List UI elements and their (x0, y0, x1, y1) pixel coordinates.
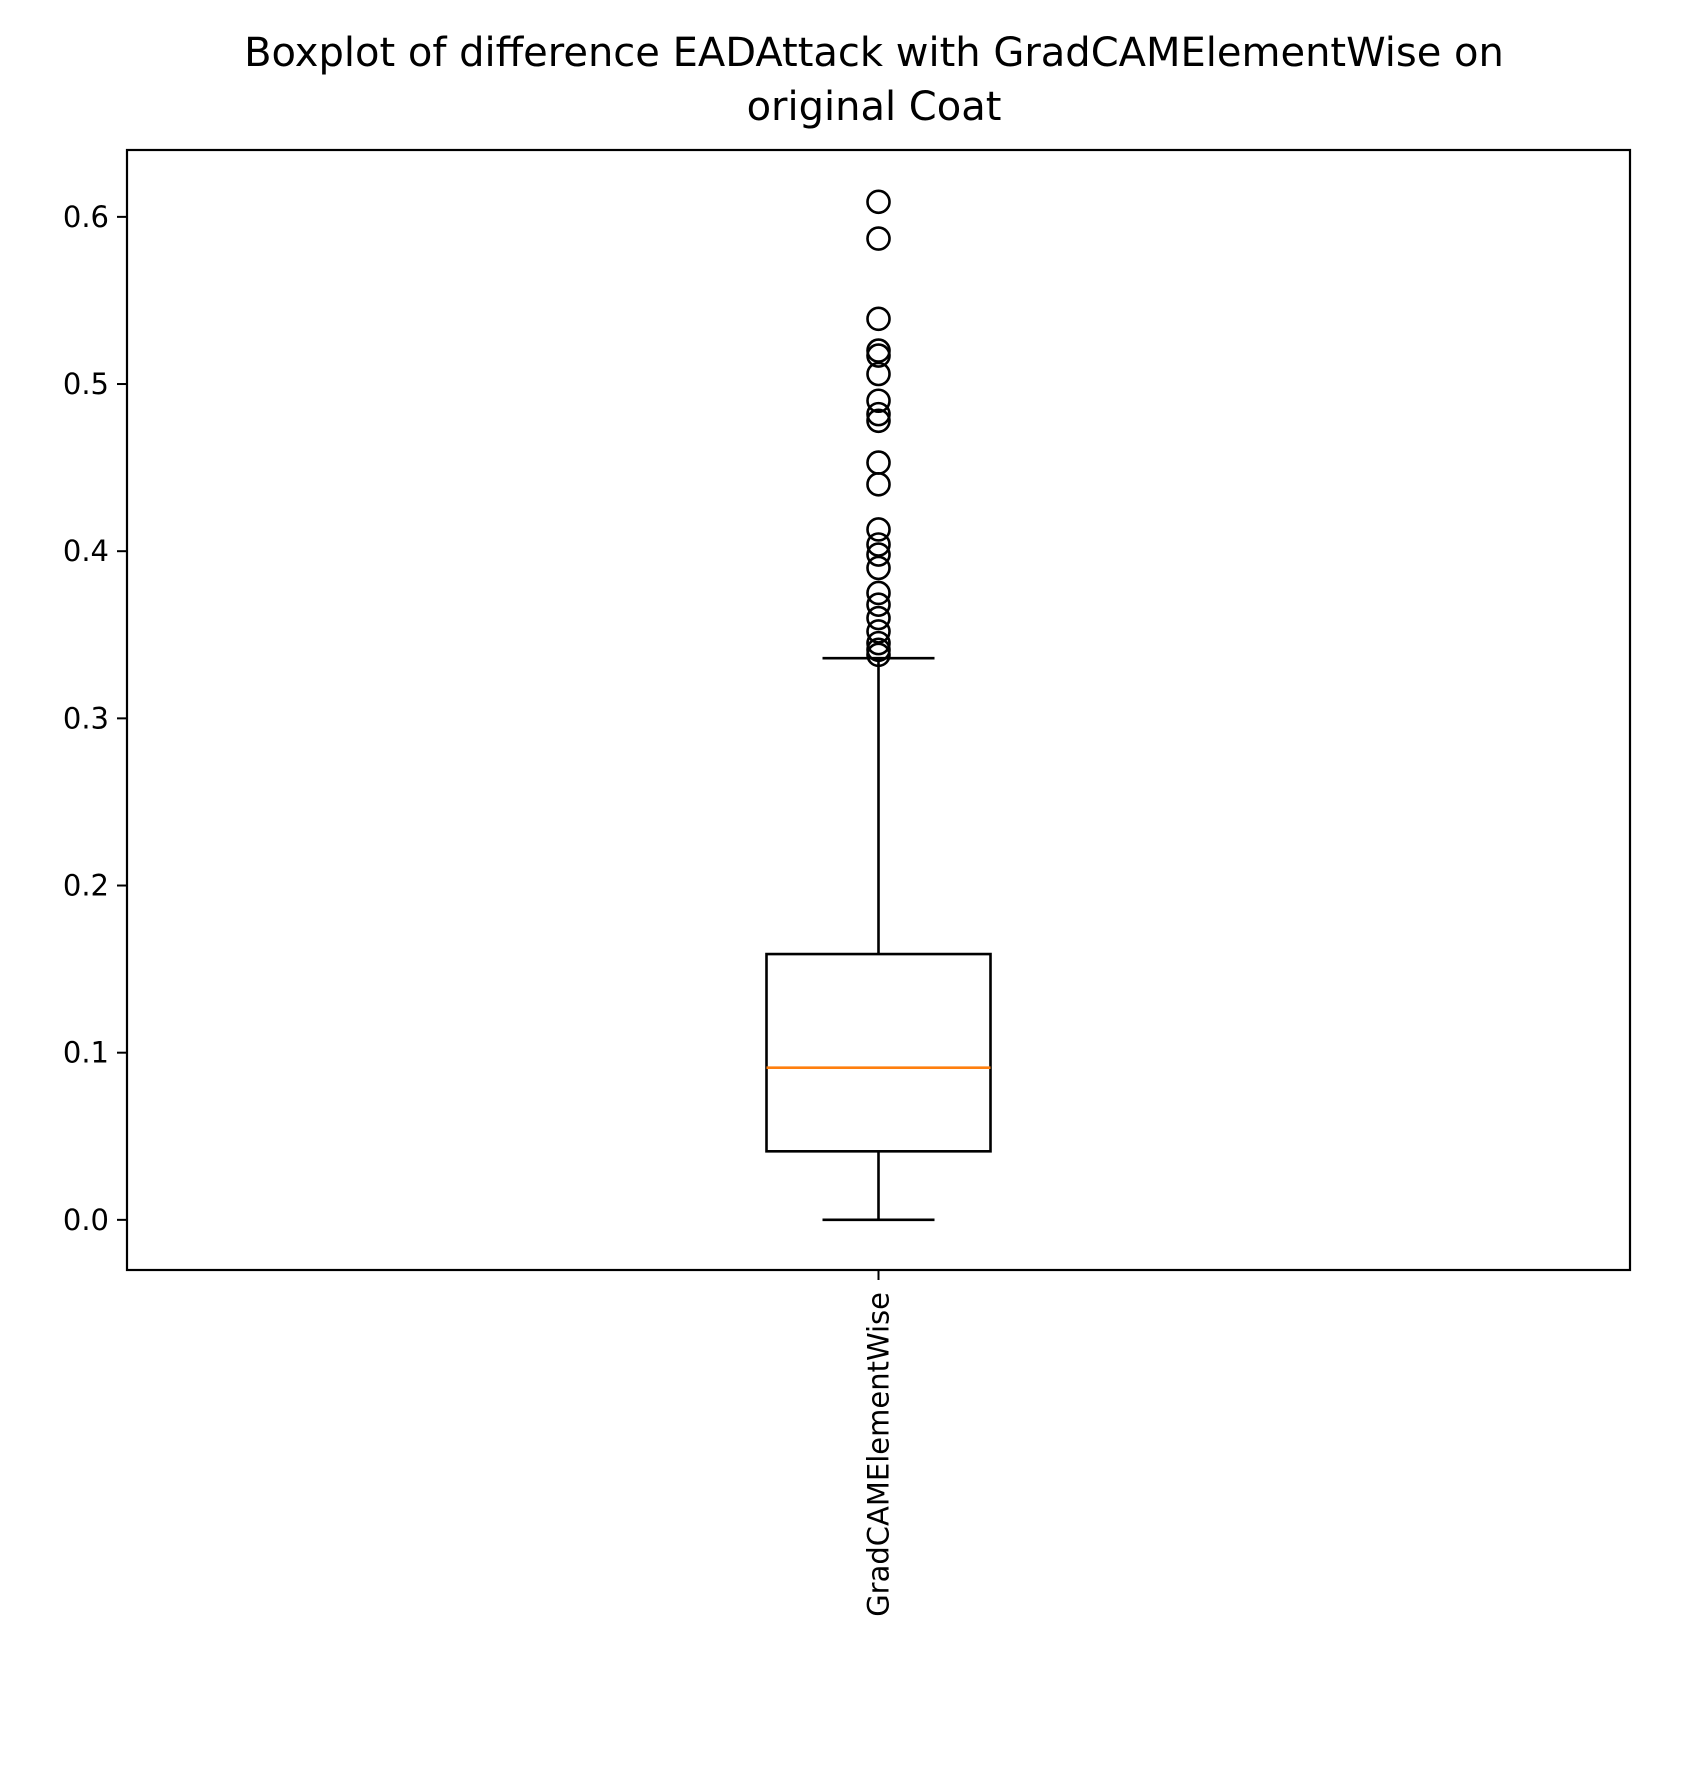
y-tick-label: 0.2 (63, 869, 109, 903)
outlier-point (866, 605, 891, 631)
y-tick-label: 0.5 (63, 367, 109, 401)
outlier-point (866, 189, 891, 215)
outlier-point (866, 361, 891, 387)
outlier-point (866, 306, 891, 332)
chart-title-line-2: original Coat (747, 84, 1002, 130)
y-tick-label: 0.0 (63, 1203, 109, 1237)
outlier-point (866, 619, 891, 644)
outlier-point (866, 542, 891, 567)
outlier-point (866, 401, 891, 427)
outlier-point (866, 450, 891, 475)
outlier-point (866, 580, 891, 606)
outlier-point (866, 338, 891, 363)
outlier-point (866, 226, 891, 251)
x-axis: GradCAMElementWise (862, 1270, 896, 1617)
y-tick-label: 0.3 (63, 701, 109, 735)
outlier-point (866, 637, 891, 663)
outlier-point (866, 388, 891, 414)
y-tick-label: 0.4 (63, 534, 109, 568)
outlier-point (866, 592, 891, 617)
box-group (765, 189, 992, 1222)
outlier-point (866, 532, 891, 557)
iqr-box (765, 952, 992, 1153)
chart-title-line-1: Boxplot of difference EADAttack with Gra… (244, 30, 1504, 76)
y-tick-label: 0.1 (63, 1036, 109, 1070)
outlier-point (866, 630, 891, 656)
outlier-point (866, 517, 891, 542)
outlier-point (866, 555, 891, 581)
y-axis: 0.0 0.1 0.2 0.3 0.4 0.5 0.6 (63, 200, 127, 1237)
y-tick-label: 0.6 (63, 200, 109, 234)
outlier-point (866, 408, 891, 434)
x-tick-label: GradCAMElementWise (862, 1292, 896, 1617)
